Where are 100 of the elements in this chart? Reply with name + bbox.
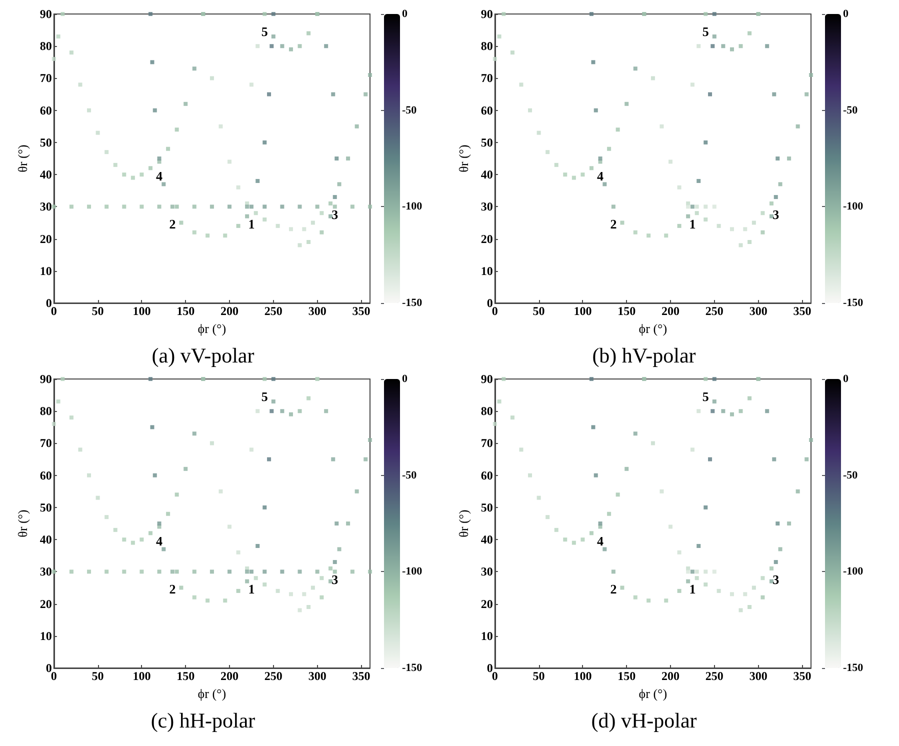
y-tick-label: 50 bbox=[480, 500, 493, 514]
point bbox=[280, 44, 284, 48]
point bbox=[704, 582, 708, 587]
point bbox=[591, 425, 596, 430]
point bbox=[712, 399, 716, 404]
point bbox=[256, 544, 260, 548]
annotation: 1 bbox=[689, 216, 696, 232]
point bbox=[320, 211, 324, 216]
point bbox=[113, 162, 118, 167]
point bbox=[712, 12, 716, 16]
point bbox=[298, 204, 302, 209]
point bbox=[271, 12, 276, 16]
point bbox=[262, 218, 267, 222]
color-bar-label: 0 bbox=[402, 373, 408, 385]
annotation: 2 bbox=[169, 582, 176, 597]
point bbox=[69, 50, 74, 55]
color-bar-label: -100 bbox=[843, 200, 864, 213]
point bbox=[694, 211, 699, 216]
point bbox=[787, 522, 792, 526]
point bbox=[633, 230, 638, 234]
point bbox=[324, 44, 328, 48]
point bbox=[288, 227, 293, 232]
x-tick-label: 100 bbox=[132, 669, 151, 683]
point bbox=[497, 399, 502, 404]
y-tick-label: 90 bbox=[40, 7, 52, 21]
point bbox=[192, 595, 196, 600]
point bbox=[280, 409, 284, 414]
point bbox=[708, 457, 712, 462]
x-tick-label: 250 bbox=[264, 304, 282, 318]
point bbox=[690, 204, 694, 209]
point bbox=[704, 377, 708, 381]
point bbox=[712, 377, 716, 381]
point bbox=[364, 92, 368, 96]
annotation: 3 bbox=[772, 207, 780, 222]
point bbox=[262, 204, 267, 209]
point bbox=[69, 570, 74, 574]
y-tick-label: 30 bbox=[480, 200, 493, 214]
point bbox=[262, 140, 267, 144]
point bbox=[664, 234, 668, 238]
annotation: 2 bbox=[610, 216, 617, 232]
point bbox=[150, 60, 154, 64]
point bbox=[192, 204, 196, 209]
x-tick-label: 300 bbox=[749, 669, 768, 683]
y-tick-label: 50 bbox=[40, 135, 52, 150]
annotation: 4 bbox=[597, 168, 604, 184]
point bbox=[267, 457, 272, 462]
point bbox=[148, 12, 152, 16]
point bbox=[748, 396, 752, 400]
point bbox=[704, 12, 708, 16]
y-tick-label: 70 bbox=[40, 436, 52, 450]
point bbox=[236, 185, 240, 190]
color-bar-label: -150 bbox=[843, 662, 864, 674]
annotation: 4 bbox=[156, 534, 164, 548]
x-tick-label: 350 bbox=[793, 304, 812, 318]
point bbox=[192, 230, 196, 234]
y-tick-label: 60 bbox=[480, 103, 493, 118]
point bbox=[804, 92, 809, 96]
x-tick-label: 100 bbox=[574, 669, 592, 683]
point bbox=[228, 204, 232, 209]
point bbox=[502, 377, 506, 381]
point bbox=[572, 540, 576, 545]
point bbox=[738, 409, 743, 414]
annotation: 4 bbox=[156, 168, 164, 184]
y-tick-label: 10 bbox=[480, 628, 493, 643]
point bbox=[87, 473, 92, 478]
annotation: 5 bbox=[261, 389, 268, 404]
y-tick-label: 80 bbox=[40, 39, 52, 54]
point bbox=[332, 204, 337, 209]
y-tick-label: 40 bbox=[40, 532, 52, 547]
x-tick-label: 200 bbox=[662, 669, 680, 683]
point bbox=[497, 34, 502, 38]
point bbox=[368, 73, 372, 78]
x-tick-label: 100 bbox=[574, 304, 592, 318]
point bbox=[602, 182, 607, 186]
point bbox=[150, 425, 154, 430]
point bbox=[528, 108, 532, 112]
point bbox=[157, 204, 162, 209]
point bbox=[774, 560, 778, 564]
color-bar-label: -150 bbox=[402, 662, 423, 674]
point bbox=[162, 182, 166, 186]
point bbox=[206, 234, 210, 238]
annotation: 5 bbox=[261, 24, 268, 39]
point bbox=[580, 538, 585, 542]
point bbox=[249, 204, 254, 209]
point bbox=[776, 522, 780, 526]
point bbox=[302, 227, 306, 232]
point bbox=[228, 160, 232, 164]
point bbox=[56, 34, 60, 38]
point bbox=[536, 496, 541, 500]
point bbox=[262, 582, 267, 587]
point bbox=[721, 409, 726, 414]
annotation: 3 bbox=[332, 207, 339, 222]
x-tick-label: 250 bbox=[705, 669, 724, 683]
point bbox=[602, 547, 607, 552]
point bbox=[78, 82, 82, 87]
annotation: 3 bbox=[332, 572, 339, 588]
point bbox=[704, 140, 708, 144]
annotation: 1 bbox=[248, 582, 255, 597]
x-tick-label: 250 bbox=[705, 304, 724, 318]
point bbox=[350, 204, 354, 209]
